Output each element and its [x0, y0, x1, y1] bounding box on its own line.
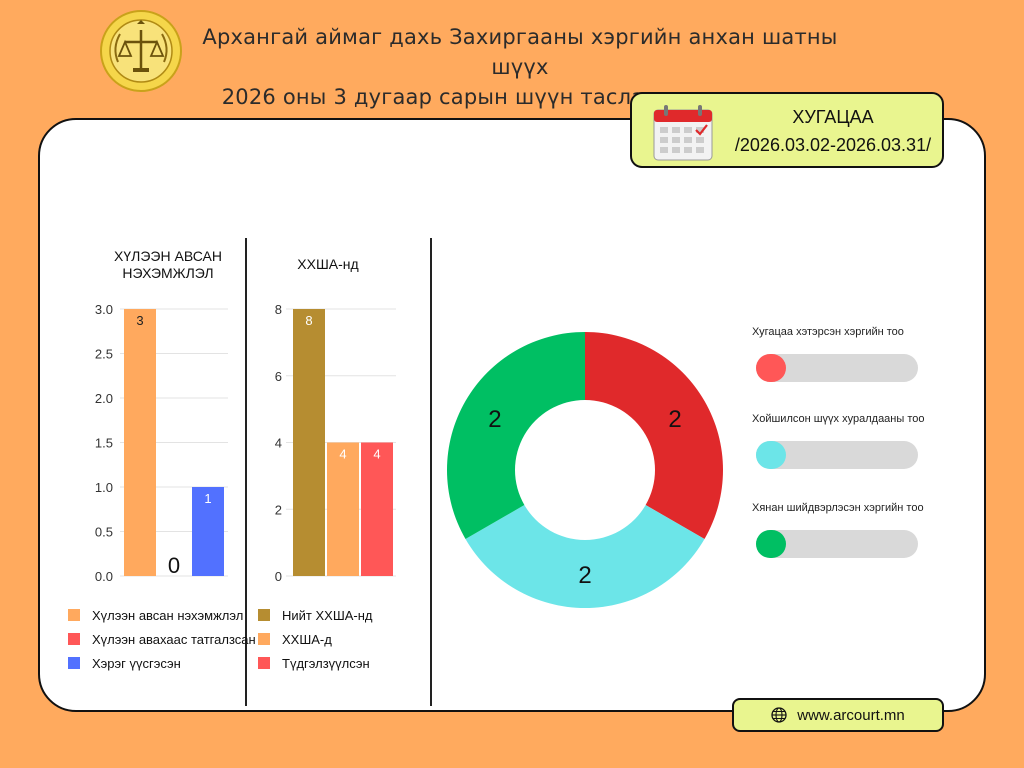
- website-link[interactable]: www.arcourt.mn: [732, 698, 944, 732]
- y-tick-label: 0.5: [95, 525, 113, 540]
- data-label: 8: [305, 313, 312, 328]
- data-label: 1: [204, 491, 211, 506]
- donut-legend-item: Хойшилсон шүүх хуралдааны тоо: [752, 413, 927, 469]
- legend-label: Нийт ХХША-нд: [282, 607, 373, 623]
- divider-left: [245, 238, 247, 706]
- donut-legend-label: Хойшилсон шүүх хуралдааны тоо: [752, 413, 925, 425]
- data-label: 3: [136, 313, 143, 328]
- data-label: 0: [168, 553, 180, 578]
- y-tick-label: 3.0: [95, 302, 113, 317]
- legend-swatch: [258, 609, 270, 621]
- donut-data-label: 2: [668, 406, 681, 433]
- legend-track: [756, 530, 918, 558]
- legend-swatch: [258, 657, 270, 669]
- bar: [361, 442, 393, 576]
- y-tick-label: 8: [275, 302, 282, 317]
- chart2-bar-chart: 0 2 4 6 8 8 4 4: [275, 302, 396, 584]
- legend-fill: [756, 354, 786, 382]
- legend-item: Нийт ХХША-нд: [258, 603, 373, 627]
- data-label: 4: [373, 447, 380, 462]
- y-tick-label: 4: [275, 436, 282, 451]
- data-label: 4: [339, 447, 346, 462]
- y-tick-label: 2.5: [95, 347, 113, 362]
- donut-legend-label: Хугацаа хэтэрсэн хэргийн тоо: [752, 326, 904, 338]
- legend-item: Хүлээн авахаас татгалзсан: [68, 627, 256, 651]
- period-dates: /2026.03.02-2026.03.31/: [734, 135, 932, 155]
- legend-label: Түдгэлзүүлсэн: [282, 655, 370, 671]
- y-tick-label: 2.0: [95, 391, 113, 406]
- y-tick-label: 0.0: [95, 569, 113, 584]
- legend-label: ХХША-д: [282, 631, 332, 647]
- y-tick-label: 2: [275, 502, 282, 517]
- donut-legend-item: Хянан шийдвэрлэсэн хэргийн тоо: [752, 502, 927, 558]
- donut-slice: [465, 505, 705, 608]
- website-url: www.arcourt.mn: [797, 706, 905, 724]
- legend-fill: [756, 530, 786, 558]
- bar: [192, 487, 224, 576]
- chart1-title: ХҮЛЭЭН АВСАН НЭХЭМЖЛЭЛ: [114, 248, 222, 281]
- court-emblem-icon: [100, 10, 182, 92]
- donut-legend-item: Хугацаа хэтэрсэн хэргийн тоо: [752, 326, 927, 382]
- globe-icon: [771, 707, 787, 723]
- donut-chart: 2 2 2: [447, 332, 723, 608]
- legend-item: Хүлээн авсан нэхэмжлэл: [68, 603, 256, 627]
- legend-item: ХХША-д: [258, 627, 373, 651]
- y-tick-label: 0: [275, 569, 282, 584]
- title-line-1: Архангай аймаг дахь Захиргааны хэргийн а…: [202, 25, 838, 79]
- legend-track: [756, 441, 918, 469]
- y-tick-label: 1.5: [95, 436, 113, 451]
- legend-item: Түдгэлзүүлсэн: [258, 651, 373, 675]
- bar: [124, 309, 156, 576]
- donut-legend-label: Хянан шийдвэрлэсэн хэргийн тоо: [752, 502, 924, 514]
- donut-data-label: 2: [578, 562, 591, 589]
- donut-slice: [585, 332, 723, 539]
- divider-right: [430, 238, 432, 706]
- period-box: ХУГАЦАА /2026.03.02-2026.03.31/: [630, 92, 944, 168]
- chart2-legend: Нийт ХХША-нд ХХША-д Түдгэлзүүлсэн: [258, 603, 373, 675]
- legend-label: Хүлээн авахаас татгалзсан: [92, 631, 256, 647]
- legend-swatch: [68, 657, 80, 669]
- legend-fill: [756, 441, 786, 469]
- y-tick-label: 1.0: [95, 480, 113, 495]
- donut-slice: [447, 332, 585, 539]
- legend-swatch: [258, 633, 270, 645]
- bar: [293, 309, 325, 576]
- legend-label: Хэрэг үүсгэсэн: [92, 655, 181, 671]
- chart1-bar-chart: 0.0 0.5 1.0 1.5 2.0 2.5 3.0 3 0 1: [95, 302, 228, 584]
- chart2-title: ХХША-нд: [297, 256, 359, 272]
- bar: [327, 442, 359, 576]
- legend-swatch: [68, 609, 80, 621]
- calendar-icon: [652, 104, 714, 162]
- y-tick-label: 6: [275, 369, 282, 384]
- legend-track: [756, 354, 918, 382]
- period-label: ХУГАЦАА: [792, 107, 874, 127]
- legend-item: Хэрэг үүсгэсэн: [68, 651, 256, 675]
- legend-label: Хүлээн авсан нэхэмжлэл: [92, 607, 244, 623]
- chart1-legend: Хүлээн авсан нэхэмжлэл Хүлээн авахаас та…: [68, 603, 256, 675]
- legend-swatch: [68, 633, 80, 645]
- donut-data-label: 2: [488, 406, 501, 433]
